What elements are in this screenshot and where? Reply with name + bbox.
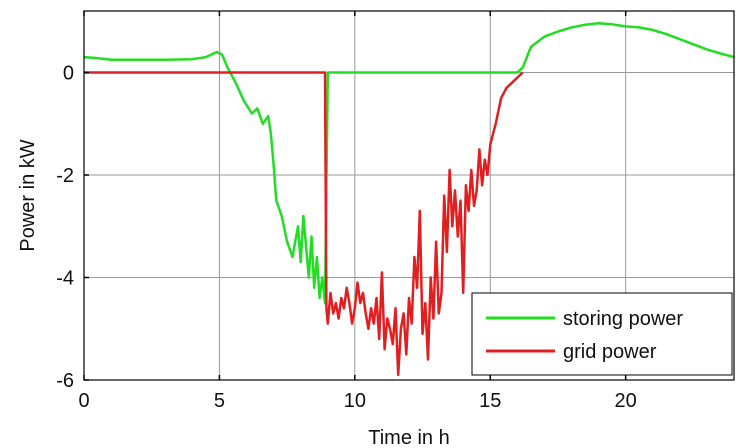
series-line-grid-power <box>84 71 524 377</box>
series-line-storing-power <box>83 22 735 305</box>
series-lines <box>83 22 735 377</box>
x-axis-label: Time in h <box>368 427 450 448</box>
x-tick-label: 5 <box>214 390 225 412</box>
legend: storing power grid power <box>471 292 733 376</box>
x-tick-label: 15 <box>479 390 501 412</box>
legend-box <box>471 292 733 376</box>
y-tick-label: -4 <box>56 268 74 290</box>
axis-ticks: 0 5 10 15 20 -6 -4 -2 0 <box>56 11 637 412</box>
x-tick-label: 0 <box>78 390 89 412</box>
x-tick-label: 20 <box>615 390 637 412</box>
x-tick-label: 10 <box>344 390 366 412</box>
y-tick-label: -2 <box>56 165 74 187</box>
legend-label-grid-power: grid power <box>563 341 657 363</box>
y-axis-label: Power in kW <box>17 139 39 251</box>
y-tick-label: -6 <box>56 370 74 392</box>
legend-label-storing-power: storing power <box>563 308 683 330</box>
plot-frame <box>83 10 735 381</box>
y-tick-label: 0 <box>63 63 74 85</box>
